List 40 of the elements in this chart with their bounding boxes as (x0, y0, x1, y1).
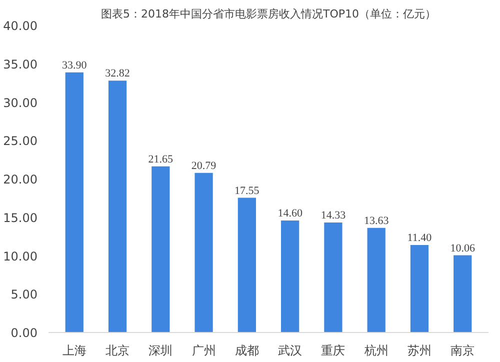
bar (108, 80, 127, 332)
data-label: 10.06 (450, 242, 476, 254)
y-tick-label: 40.00 (3, 19, 38, 33)
bar (65, 72, 84, 332)
bar (454, 255, 472, 332)
x-tick-label: 重庆 (321, 344, 346, 358)
x-tick-label: 成都 (234, 344, 259, 358)
chart-title: 图表5：2018年中国分省市电影票房收入情况TOP10（单位：亿元） (101, 8, 436, 20)
x-tick-label: 南京 (450, 344, 475, 358)
data-label: 14.60 (278, 207, 303, 220)
y-tick-label: 0.00 (10, 326, 38, 340)
x-tick-label: 深圳 (148, 344, 173, 358)
x-tick-label: 苏州 (407, 344, 432, 358)
y-tick-label: 15.00 (3, 210, 38, 225)
y-tick-label: 30.00 (3, 96, 38, 110)
y-tick-label: 5.00 (10, 288, 38, 302)
y-tick-label: 25.00 (3, 134, 38, 148)
data-label: 13.63 (364, 214, 390, 227)
data-label: 32.82 (105, 68, 130, 80)
data-label: 20.79 (191, 160, 217, 172)
bar (152, 166, 170, 332)
bar (194, 172, 213, 332)
x-tick-label: 广州 (192, 344, 216, 358)
y-tick-label: 20.00 (3, 172, 38, 186)
x-tick-label: 武汉 (278, 344, 302, 358)
x-tick-label: 杭州 (363, 344, 388, 358)
x-tick-label: 上海 (62, 344, 86, 358)
data-label: 17.55 (234, 184, 260, 197)
data-label: 21.65 (148, 153, 174, 166)
bar (238, 198, 256, 332)
y-tick-label: 35.00 (3, 57, 38, 72)
x-tick-label: 北京 (106, 344, 130, 358)
data-label: 14.33 (320, 210, 346, 222)
bar (324, 222, 342, 332)
data-label: 11.40 (407, 232, 432, 244)
data-label: 33.90 (62, 59, 88, 72)
y-tick-label: 10.00 (3, 249, 38, 264)
bar (281, 220, 300, 332)
bar (410, 245, 429, 332)
bar (367, 228, 386, 332)
